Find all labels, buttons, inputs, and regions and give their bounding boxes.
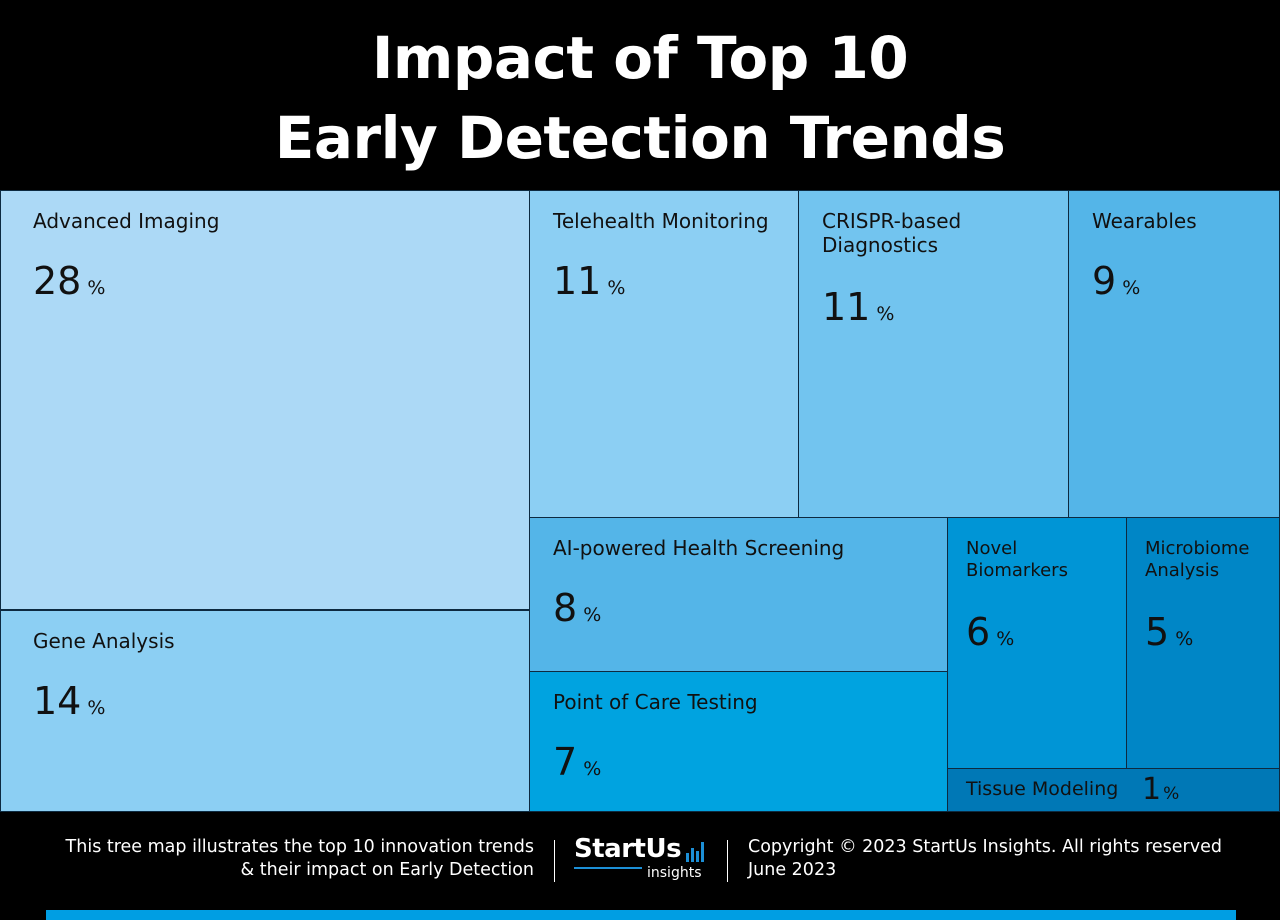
treemap-tile: AI-powered Health Screening 8% — [529, 517, 948, 672]
treemap-chart: Advanced Imaging 28% Gene Analysis 14% Teleh… — [0, 190, 1280, 812]
tile-label: Point of Care Testing — [553, 690, 758, 714]
tile-value: 14% — [33, 681, 105, 728]
tile-label: Wearables — [1092, 209, 1197, 233]
chart-title-line-2: Early Detection Trends — [274, 104, 1006, 172]
footer: This tree map illustrates the top 10 inn… — [0, 812, 1280, 920]
tile-value-number: 6 — [966, 610, 991, 654]
footer-divider-right — [727, 840, 728, 882]
treemap-tile: Wearables 9% — [1068, 190, 1280, 518]
tile-value: 6% — [966, 612, 1014, 659]
tile-value: 5% — [1145, 612, 1193, 659]
tile-value-unit: % — [87, 277, 106, 299]
tile-label: Tissue Modeling — [966, 778, 1119, 800]
tile-value-unit: % — [583, 758, 602, 780]
tile-value-number: 11 — [553, 259, 602, 303]
publish-date: June 2023 — [748, 860, 837, 880]
treemap-tile: Point of Care Testing 7% — [529, 671, 948, 812]
treemap-tile: Tissue Modeling 1% — [947, 768, 1280, 812]
tile-value-unit: % — [876, 303, 895, 325]
tile-label: CRISPR-based Diagnostics — [822, 209, 962, 257]
tile-label: Novel Biomarkers — [966, 538, 1068, 581]
chart-title-line-1: Impact of Top 10 — [371, 24, 909, 92]
treemap-tile: Novel Biomarkers 6% — [947, 517, 1127, 769]
tile-value: 11% — [553, 261, 625, 308]
footer-divider-left — [554, 840, 555, 882]
tile-value: 8% — [553, 588, 601, 635]
tile-value-number: 7 — [553, 740, 578, 784]
startus-insights-logo: StartUs insights — [574, 834, 714, 884]
copyright-text: Copyright © 2023 StartUs Insights. All r… — [748, 837, 1222, 857]
tile-value-number: 8 — [553, 586, 578, 630]
tile-value-number: 1 — [1142, 772, 1162, 807]
treemap-tile: Gene Analysis 14% — [0, 610, 530, 812]
tile-value-unit: % — [1122, 277, 1141, 299]
logo-wordmark: StartUs — [574, 834, 682, 864]
footer-description: This tree map illustrates the top 10 inn… — [0, 836, 534, 882]
tile-value-unit: % — [1175, 628, 1194, 650]
tile-value-unit: % — [607, 277, 626, 299]
logo-subtitle: insights — [647, 865, 702, 881]
bar-chart-icon — [686, 842, 708, 862]
tile-value-number: 11 — [822, 285, 871, 329]
logo-underline — [574, 867, 642, 869]
tile-label: Telehealth Monitoring — [553, 209, 769, 233]
footer-description-line-2: & their impact on Early Detection — [240, 860, 534, 880]
tile-label: Microbiome Analysis — [1145, 538, 1250, 581]
tile-label: AI-powered Health Screening — [553, 536, 845, 560]
tile-value-number: 28 — [33, 259, 82, 303]
tile-value-unit: % — [583, 604, 602, 626]
tile-value: 7% — [553, 742, 601, 789]
footer-copyright-block: Copyright © 2023 StartUs Insights. All r… — [748, 836, 1222, 882]
tile-label: Advanced Imaging — [33, 209, 220, 233]
tile-value-unit: % — [1163, 784, 1180, 804]
treemap-tile: CRISPR-based Diagnostics 11% — [798, 190, 1069, 518]
tile-value: 9% — [1092, 261, 1140, 308]
treemap-tile: Microbiome Analysis 5% — [1126, 517, 1280, 769]
tile-value: 1% — [1142, 771, 1180, 811]
tile-label: Gene Analysis — [33, 629, 175, 653]
tile-value: 11% — [822, 287, 894, 334]
tile-value-number: 14 — [33, 679, 82, 723]
treemap-tile: Advanced Imaging 28% — [0, 190, 530, 610]
treemap-tile: Telehealth Monitoring 11% — [529, 190, 799, 518]
tile-value-number: 5 — [1145, 610, 1170, 654]
footer-description-line-1: This tree map illustrates the top 10 inn… — [65, 837, 534, 857]
tile-value-number: 9 — [1092, 259, 1117, 303]
tile-value-unit: % — [87, 697, 106, 719]
tile-value: 28% — [33, 261, 105, 308]
bottom-accent-bar — [46, 910, 1236, 920]
tile-value-unit: % — [996, 628, 1015, 650]
chart-header: Impact of Top 10 Early Detection Trends — [0, 0, 1280, 190]
